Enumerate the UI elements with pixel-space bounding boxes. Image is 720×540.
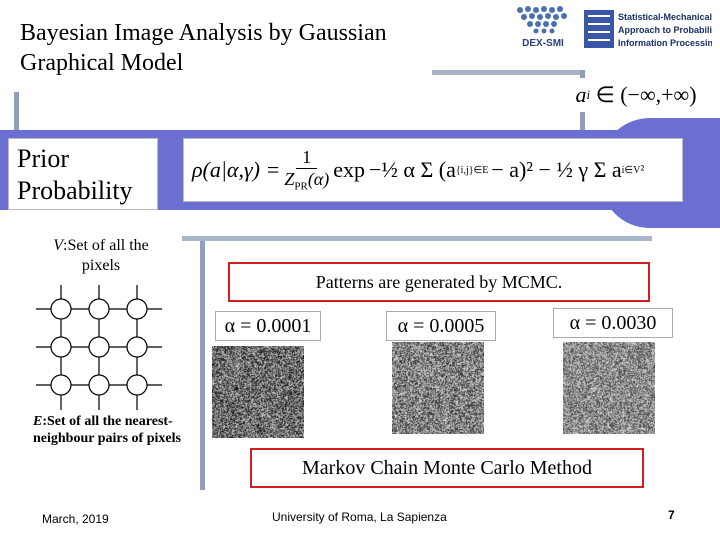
page-title: Bayesian Image Analysis by Gaussian Grap… xyxy=(20,20,387,76)
smapip-line-3: Information Processing xyxy=(618,38,712,48)
mid-rule xyxy=(182,236,652,241)
lattice-node xyxy=(88,298,110,320)
lattice-graph xyxy=(36,285,162,410)
formula-sum2-sub: i∈V xyxy=(621,164,641,176)
prior-label: Prior Probability xyxy=(8,138,158,210)
smapip-logo: Statistical-Mechanical Approach to Proba… xyxy=(582,6,720,52)
formula-frac-den: ZPR(α) xyxy=(284,169,329,193)
lattice-node xyxy=(88,374,110,396)
footer-venue: University of Roma, La Sapienza xyxy=(272,510,447,524)
formula-z: Z xyxy=(284,169,295,190)
footer-date: March, 2019 xyxy=(42,512,109,526)
lattice-node xyxy=(88,336,110,358)
page-number: 7 xyxy=(668,508,675,522)
alpha-label-2: α = 0.0005 xyxy=(386,311,496,341)
formula-exp: exp xyxy=(333,157,366,182)
v-symbol: V xyxy=(53,237,63,254)
left-rule xyxy=(14,92,19,132)
formula-sum1-sub: {i,j}∈E xyxy=(455,164,489,176)
dex-smi-text: DEX-SMI xyxy=(522,38,564,49)
alpha-label-3: α = 0.0030 xyxy=(553,308,673,338)
formula-frac-num: 1 xyxy=(296,147,318,170)
smapip-emblem: Statistical-Mechanical Approach to Proba… xyxy=(584,10,720,48)
bottom-rule xyxy=(200,240,205,490)
lattice-node xyxy=(126,374,148,396)
formula-body3: )² − ½ γ Σ a xyxy=(519,157,622,182)
lattice-node xyxy=(50,336,72,358)
smapip-line-2: Approach to Probabilistic xyxy=(618,25,712,35)
top-rule xyxy=(432,70,582,75)
mcmc-pattern-1 xyxy=(212,346,304,438)
v-description: V:Set of all the pixels xyxy=(36,236,166,276)
formula-z-sub: PR xyxy=(294,180,308,193)
prior-formula: ρ(a|α,γ) = 1 ZPR(α) exp −½ α Σ (a {i,j}∈… xyxy=(183,138,683,202)
alpha-label-1: α = 0.0001 xyxy=(215,311,321,341)
e-description: E:Set of all the nearest-neighbour pairs… xyxy=(33,413,193,447)
formula-body4: ² xyxy=(640,162,645,177)
formula-lhs: ρ(a|α,γ) = xyxy=(192,157,281,182)
range-var: a xyxy=(575,82,587,107)
e-symbol: E xyxy=(33,414,43,429)
markov-caption: Markov Chain Monte Carlo Method xyxy=(250,448,644,488)
lattice-node xyxy=(50,374,72,396)
formula-body: −½ α Σ (a xyxy=(369,157,456,182)
mcmc-pattern-2 xyxy=(392,342,484,434)
formula-body2: − a xyxy=(491,157,520,182)
mcmc-pattern-3 xyxy=(563,342,655,434)
range-sub: i xyxy=(586,87,591,102)
mcmc-caption: Patterns are generated by MCMC. xyxy=(228,262,650,302)
e-text: :Set of all the nearest-neighbour pairs … xyxy=(33,414,181,446)
dex-smi-logo: DEX-SMI xyxy=(517,6,567,49)
range-text: ∈ (−∞,+∞) xyxy=(595,82,697,107)
v-text: :Set of all the pixels xyxy=(63,237,149,274)
formula-fraction: 1 ZPR(α) xyxy=(284,147,329,193)
smapip-line-1: Statistical-Mechanical xyxy=(618,12,712,22)
formula-z-tail: (α) xyxy=(307,169,330,190)
lattice-node xyxy=(126,298,148,320)
lattice-node xyxy=(50,298,72,320)
lattice-node xyxy=(126,336,148,358)
